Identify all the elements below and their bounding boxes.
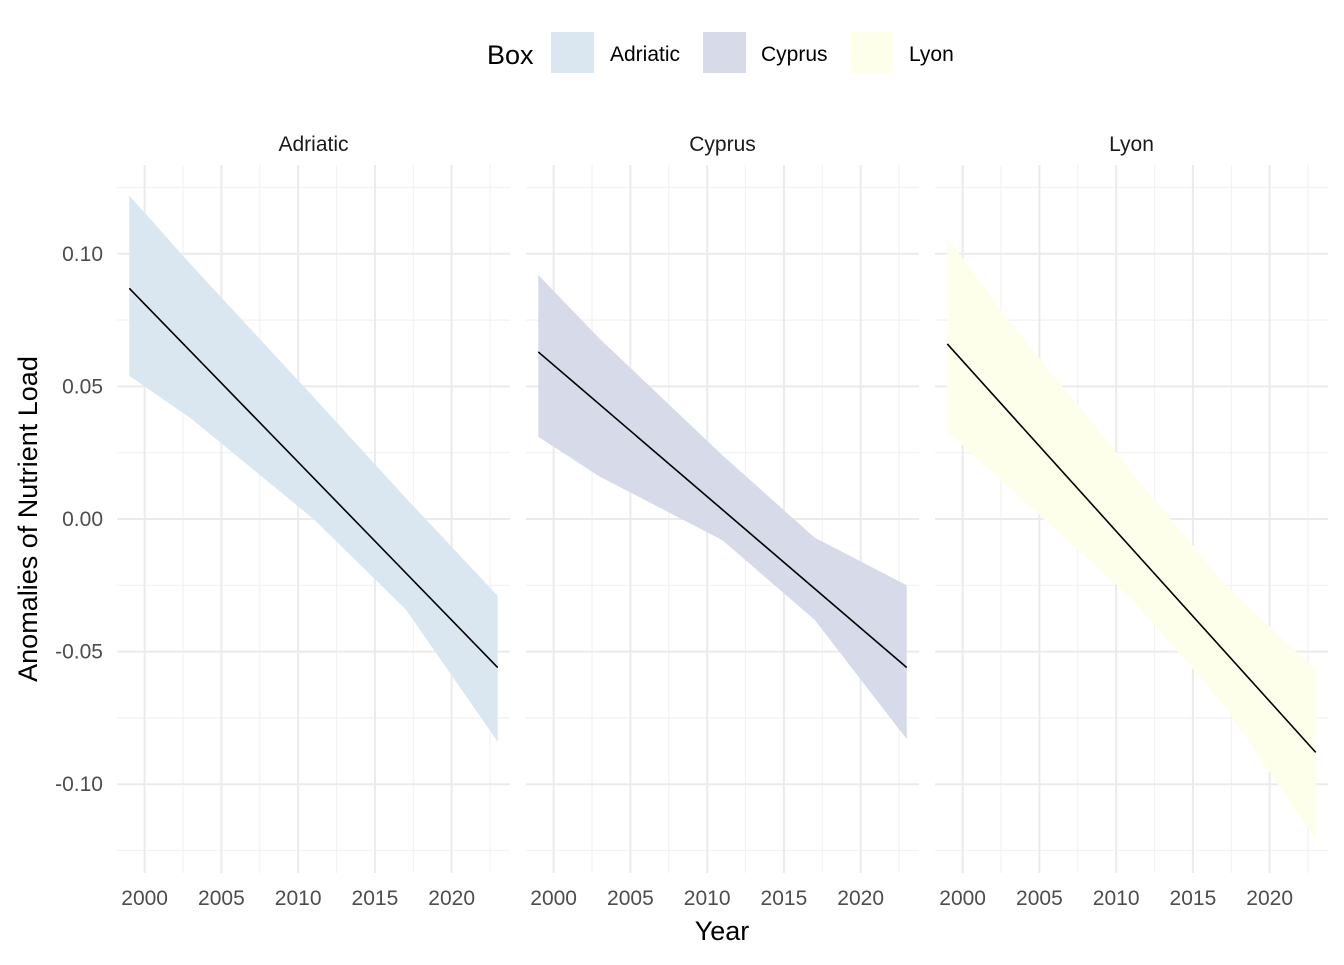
confidence-band-adriatic — [129, 195, 498, 742]
y-tick-label: 0.10 — [62, 243, 103, 266]
x-tick-label: 2000 — [530, 887, 577, 910]
x-tick-label: 2020 — [837, 887, 884, 910]
x-tick-label: 2015 — [1170, 887, 1217, 910]
x-tick-label: 2000 — [939, 887, 986, 910]
x-tick-label: 2015 — [761, 887, 808, 910]
legend-key-cyprus — [703, 32, 746, 73]
x-tick-label: 2020 — [1246, 887, 1293, 910]
legend-label-lyon: Lyon — [909, 43, 954, 66]
trend-line-lyon — [946, 343, 1317, 753]
confidence-band-cyprus — [538, 275, 907, 740]
x-tick-label: 2010 — [275, 887, 322, 910]
x-axis-title: Year — [695, 916, 750, 946]
x-tick-label: 2020 — [428, 887, 475, 910]
x-tick-label: 2005 — [607, 887, 654, 910]
y-tick-label: 0.00 — [62, 508, 103, 531]
x-tick-label: 2010 — [684, 887, 731, 910]
trend-line-cyprus — [537, 351, 908, 669]
strip-label-adriatic: Adriatic — [278, 133, 348, 156]
legend-key-lyon — [850, 32, 893, 73]
panels: Adriatic 2000 2005 2010 2015 2020 Cyprus 2000 20… — [55, 133, 1328, 910]
y-tick-label: 0.05 — [62, 375, 103, 398]
y-tick-label: -0.05 — [55, 641, 103, 664]
strip-label-cyprus: Cyprus — [689, 133, 756, 156]
confidence-band-lyon — [947, 237, 1316, 840]
legend: Box Adriatic Cyprus Lyon — [487, 32, 954, 73]
y-tick-label: -0.10 — [55, 773, 103, 796]
panel-cyprus: Cyprus 2000 2005 2010 2015 2020 — [526, 133, 919, 910]
x-tick-label: 2015 — [352, 887, 399, 910]
legend-label-cyprus: Cyprus — [761, 43, 828, 66]
panel-lyon: Lyon 2000 2005 2010 2015 2020 — [935, 133, 1328, 910]
x-tick-label: 2010 — [1093, 887, 1140, 910]
x-tick-label: 2005 — [198, 887, 245, 910]
strip-label-lyon: Lyon — [1109, 133, 1154, 156]
trend-line-adriatic — [128, 287, 499, 669]
legend-title: Box — [487, 40, 534, 70]
y-axis-title: Anomalies of Nutrient Load — [13, 356, 43, 682]
legend-label-adriatic: Adriatic — [610, 43, 680, 66]
legend-key-adriatic — [551, 32, 594, 73]
x-tick-label: 2000 — [121, 887, 168, 910]
x-tick-label: 2005 — [1016, 887, 1063, 910]
panel-adriatic: Adriatic 2000 2005 2010 2015 2020 — [117, 133, 510, 910]
